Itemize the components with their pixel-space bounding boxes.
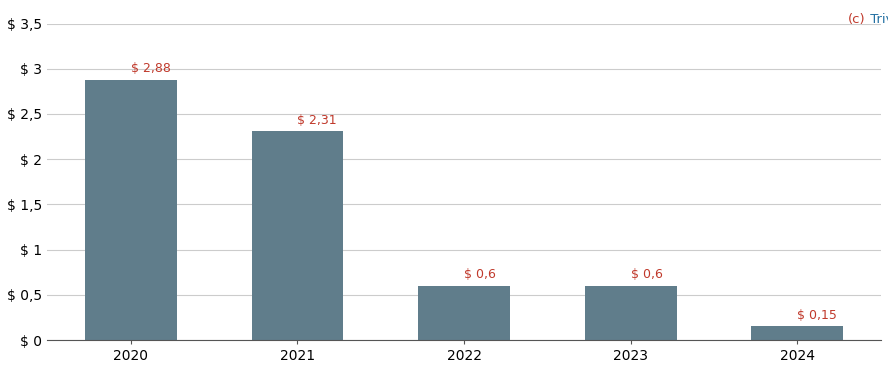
Text: (c): (c): [848, 13, 865, 26]
Text: $ 0,15: $ 0,15: [797, 309, 837, 322]
Text: $ 0,6: $ 0,6: [464, 268, 496, 281]
Text: $ 2,31: $ 2,31: [297, 114, 337, 127]
Bar: [751, 326, 843, 340]
Bar: [585, 286, 677, 340]
Bar: [251, 131, 344, 340]
Bar: [418, 286, 510, 340]
Text: $ 0,6: $ 0,6: [630, 268, 662, 281]
Text: $ 2,88: $ 2,88: [131, 62, 170, 75]
Text: Trivano.com: Trivano.com: [866, 13, 888, 26]
Bar: [85, 80, 177, 340]
